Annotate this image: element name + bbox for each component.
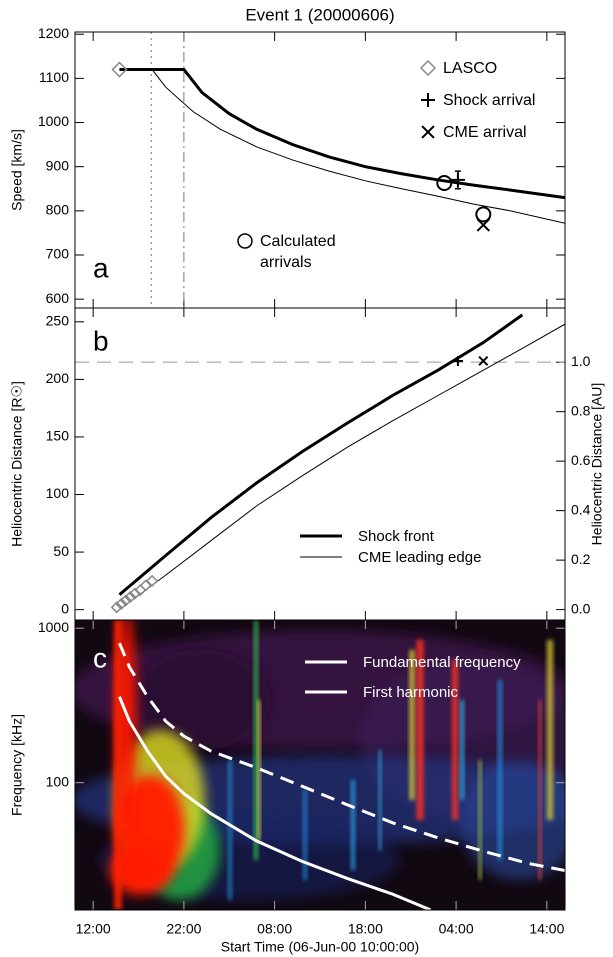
spectrogram-streak [257,700,261,840]
y-tick-label: 250 [46,313,70,329]
legend-label: Shock front [358,528,435,545]
spectrogram-streak [478,760,482,880]
y-tick-label: 1000 [38,619,69,635]
series-line [119,68,565,200]
legend-symbol [421,93,435,107]
spectrogram-streak [498,680,502,860]
error-bar [454,170,461,190]
y2-tick-label: 0.0 [571,600,591,616]
y-tick-label: 700 [46,246,70,262]
spectrogram-streak [538,700,542,880]
marker [111,61,128,78]
y-tick-label: 900 [46,157,70,173]
panel-label: c [93,642,107,673]
legend-label: Calculated arrivals [260,233,336,271]
series-line [119,323,565,611]
legend-symbol [419,59,437,77]
marker [128,587,141,600]
y-tick-label: 1200 [38,25,69,41]
y2-tick-label: 0.2 [571,551,591,567]
marker [146,574,159,587]
y-tick-label: 800 [46,202,70,218]
y-axis-title: Heliocentric Distance [R☉] [9,381,25,547]
legend-label: CME leading edge [358,549,481,566]
y-tick-label: 1100 [39,69,69,85]
legend-label: Fundamental frequency [363,654,521,671]
x-tick-label: 14:00 [529,921,564,937]
marker [436,175,453,192]
spectrogram-streak [114,620,122,910]
legend-label: Shock arrival [443,92,535,109]
chart-title: Event 1 (20000606) [245,5,394,24]
legend-label: First harmonic [363,684,459,701]
spectrogram-background [75,620,565,910]
x-axis-title: Start Time (06-Jun-00 10:00:00) [221,939,419,955]
panel-label: b [93,325,109,356]
spectrogram-streak [547,640,553,820]
spectrogram-streak [303,790,307,880]
y-axis-title: Speed [km/s] [9,129,25,211]
panel-label: a [93,252,109,283]
spectrogram-streak [254,620,258,860]
y2-tick-label: 0.6 [571,452,591,468]
y-tick-label: 200 [46,370,70,386]
y-tick-label: 150 [46,428,70,444]
y2-tick-label: 0.8 [571,402,591,418]
legend-label-box: Calculated arrivals [260,233,336,271]
legend-label: LASCO [443,60,497,77]
marker [452,355,463,366]
y-tick-label: 1000 [38,113,69,129]
series-line [118,313,524,596]
marker [119,594,132,607]
spectrogram-streak [416,640,424,820]
spectrogram-streak [228,760,232,900]
y-tick-label: 100 [46,485,70,501]
y2-tick-label: 1.0 [571,353,591,369]
y2-tick-label: 0.4 [571,501,591,517]
x-tick-label: 18:00 [348,921,383,937]
y2-axis-title: Heliocentric Distance [AU] [589,383,605,546]
marker [475,206,492,223]
series-line [118,642,565,873]
y-tick-label: 100 [46,773,70,789]
series-line [118,696,432,910]
legend-symbol [237,233,253,249]
spectrogram-blob [110,845,170,895]
spectrogram-streak [409,650,415,800]
spectrogram-blob [130,650,270,750]
x-tick-label: 04:00 [439,921,474,937]
x-tick-label: 22:00 [166,921,201,937]
y-tick-label: 600 [46,290,70,306]
marker [478,356,489,366]
y-tick-label: 50 [53,543,69,559]
series-line [119,69,565,224]
spectrogram-streak [460,700,464,800]
x-tick-label: 12:00 [76,921,111,937]
legend-symbol [421,125,435,139]
spectrogram-streak [378,750,382,850]
spectrogram-streak [452,660,458,820]
y-axis-title: Frequency [kHz] [9,714,25,816]
marker [115,597,128,610]
marker [124,590,137,604]
y-tick-label: 0 [61,600,69,616]
legend-label: CME arrival [443,124,527,141]
x-tick-label: 08:00 [257,921,292,937]
marker [110,601,123,614]
plot-frame [74,619,566,911]
spectrogram-streak [351,780,355,870]
